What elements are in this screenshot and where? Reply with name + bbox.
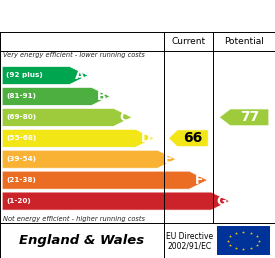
Text: F: F	[195, 174, 204, 187]
Polygon shape	[219, 109, 269, 126]
Text: Very energy efficient - lower running costs: Very energy efficient - lower running co…	[3, 52, 145, 58]
Polygon shape	[2, 67, 88, 84]
Text: 77: 77	[240, 110, 259, 124]
Text: C: C	[119, 111, 128, 124]
Text: England & Wales: England & Wales	[19, 234, 144, 247]
Bar	[217, 226, 270, 255]
Text: (39-54): (39-54)	[6, 156, 36, 162]
Polygon shape	[2, 171, 208, 189]
Text: (21-38): (21-38)	[6, 177, 36, 183]
Polygon shape	[2, 129, 154, 147]
Text: G: G	[216, 195, 227, 208]
Text: 2002/91/EC: 2002/91/EC	[167, 241, 211, 250]
Text: (69-80): (69-80)	[6, 114, 37, 120]
Text: (1-20): (1-20)	[6, 198, 31, 204]
Polygon shape	[2, 192, 230, 210]
Text: A: A	[75, 69, 84, 82]
Text: (92 plus): (92 plus)	[6, 72, 43, 78]
Text: 66: 66	[183, 131, 202, 145]
Text: B: B	[97, 90, 106, 103]
Text: EU Directive: EU Directive	[166, 232, 213, 241]
Polygon shape	[169, 130, 208, 147]
Text: Not energy efficient - higher running costs: Not energy efficient - higher running co…	[3, 216, 145, 222]
Text: (55-68): (55-68)	[6, 135, 37, 141]
Text: D: D	[141, 132, 151, 145]
Polygon shape	[2, 87, 110, 106]
Polygon shape	[2, 108, 132, 126]
Text: Potential: Potential	[224, 37, 264, 46]
Text: Energy Efficiency Rating: Energy Efficiency Rating	[8, 9, 199, 23]
Text: Current: Current	[171, 37, 205, 46]
Text: E: E	[163, 153, 172, 166]
Polygon shape	[2, 150, 176, 168]
Text: (81-91): (81-91)	[6, 93, 36, 99]
